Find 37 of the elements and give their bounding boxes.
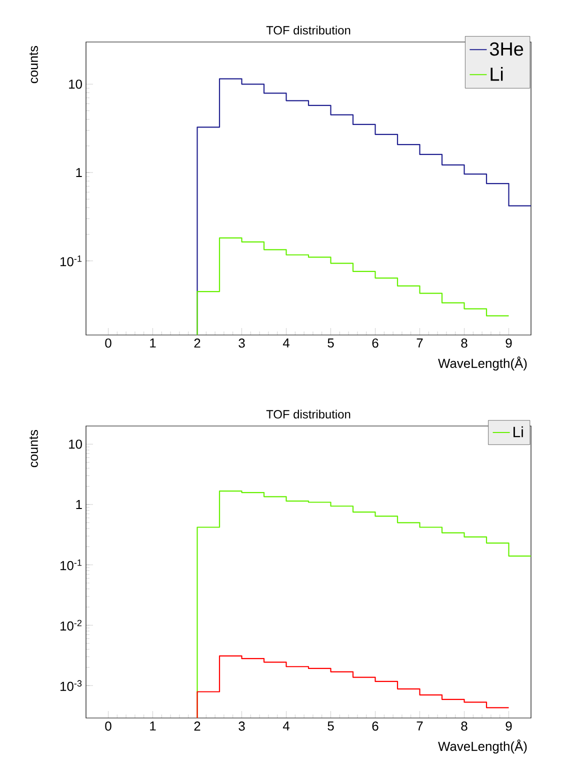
x-tick-label: 8: [461, 338, 468, 348]
y-tick-label: 10$^{-1}$: [60, 560, 82, 570]
y-tick-label: 1: [76, 500, 82, 509]
x-tick-label: 7: [416, 338, 423, 348]
chart-title: TOF distribution: [266, 26, 350, 34]
x-tick-label: 2: [194, 722, 200, 731]
x-tick-label: 4: [282, 338, 290, 348]
x-tick-label: 7: [416, 722, 423, 730]
x-tick-label: 8: [461, 722, 468, 731]
x-tick-label: 2: [194, 338, 200, 348]
x-axis-title: WaveLength(Å): [438, 356, 527, 371]
x-tick-label: 3: [238, 338, 245, 348]
y-axis-title: counts: [29, 430, 38, 468]
y-tick-label: 10$^{-3}$: [60, 680, 82, 691]
y-axis-title: counts: [29, 46, 38, 84]
x-axis-title: WaveLength(Å): [438, 740, 527, 754]
x-tick-label: 6: [372, 338, 378, 348]
y-tick-label: 10: [69, 80, 82, 89]
x-tick-label: 1: [150, 338, 156, 348]
y-tick-label: 10$^{-1}$: [60, 256, 82, 266]
y-tick-label: 1: [76, 168, 82, 177]
y-tick-label: 10$^{-2}$: [60, 620, 82, 631]
x-tick-label: 9: [506, 338, 512, 348]
legend-label: 3He: [490, 42, 524, 56]
legend-label: Li: [514, 426, 523, 438]
x-tick-label: 0: [105, 338, 112, 348]
x-tick-label: 5: [328, 338, 334, 348]
x-tick-label: 1: [150, 722, 156, 730]
x-tick-label: 5: [328, 722, 334, 731]
legend-label: Li: [490, 67, 503, 81]
x-tick-label: 3: [238, 722, 245, 731]
x-tick-label: 4: [282, 722, 290, 730]
y-tick-label: 10: [69, 440, 82, 449]
x-tick-label: 0: [105, 722, 112, 731]
x-tick-label: 9: [506, 722, 512, 731]
x-tick-label: 6: [372, 722, 378, 731]
chart-title: TOF distribution: [266, 410, 350, 418]
